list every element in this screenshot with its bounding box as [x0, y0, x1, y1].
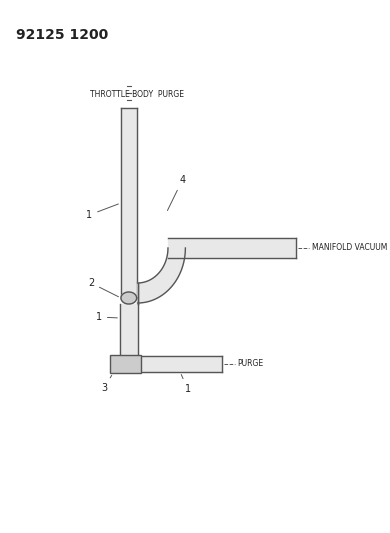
Text: 92125 1200: 92125 1200	[16, 28, 108, 42]
Text: 4: 4	[167, 175, 185, 211]
Text: 1: 1	[181, 375, 191, 394]
Polygon shape	[138, 248, 185, 303]
Polygon shape	[121, 292, 136, 304]
Text: 2: 2	[88, 278, 119, 297]
Polygon shape	[110, 355, 141, 373]
Text: PURGE: PURGE	[238, 359, 264, 368]
Text: 3: 3	[101, 375, 112, 393]
Text: 1: 1	[96, 312, 117, 322]
Text: MANIFOLD VACUUM: MANIFOLD VACUUM	[312, 244, 387, 253]
Text: 1: 1	[86, 204, 119, 220]
Text: THROTTLE BODY  PURGE: THROTTLE BODY PURGE	[90, 90, 184, 99]
